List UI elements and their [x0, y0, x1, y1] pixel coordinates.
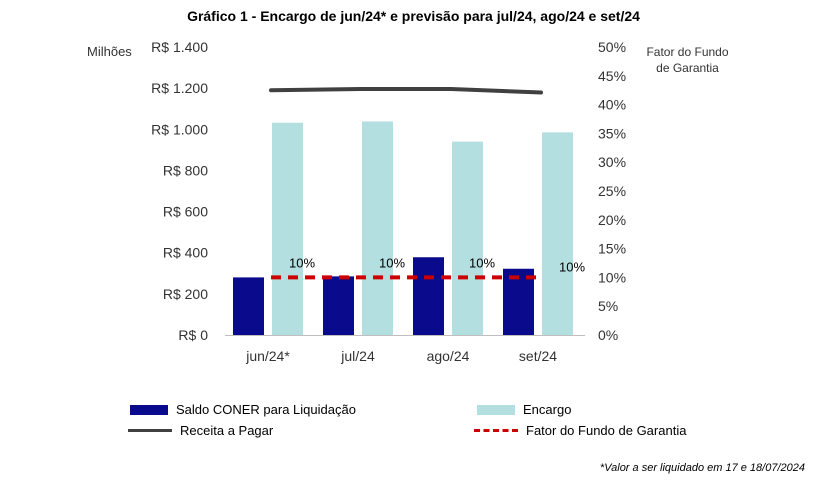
left-axis-tick-label: R$ 1.200	[151, 80, 208, 96]
right-axis-tick-label: 5%	[598, 298, 618, 314]
right-axis-tick-label: 15%	[598, 241, 626, 257]
data-label-fator: 10%	[379, 255, 405, 270]
legend-swatch-encargo	[477, 404, 515, 415]
right-axis-tick-label: 10%	[598, 269, 626, 285]
legend-label-saldo: Saldo CONER para Liquidação	[176, 402, 356, 417]
left-axis-tick-label: R$ 0	[178, 327, 208, 343]
bar-saldo	[233, 277, 264, 335]
legend-swatch-fator	[474, 429, 518, 432]
legend-swatch-receita	[128, 429, 172, 432]
legend-label-fator: Fator do Fundo de Garantia	[526, 423, 687, 438]
legend-swatch-saldo	[130, 404, 168, 415]
right-axis-unit-label: Fator do Fundo de Garantia	[646, 45, 729, 75]
right-axis-tick-label: 45%	[598, 68, 626, 84]
x-axis-tick-label: ago/24	[427, 348, 470, 364]
bar-encargo	[542, 132, 573, 335]
right-axis-tick-label: 35%	[598, 125, 626, 141]
chart-title: Gráfico 1 - Encargo de jun/24* e previsã…	[187, 8, 640, 24]
left-axis-tick-label: R$ 200	[163, 286, 208, 302]
bar-saldo	[413, 257, 444, 335]
x-axis-tick-label: set/24	[519, 348, 557, 364]
legend-item-receita: Receita a Pagar	[128, 423, 273, 438]
bar-encargo	[452, 141, 483, 335]
x-axis-tick-label: jun/24*	[245, 348, 290, 364]
data-label-fator: 10%	[559, 259, 585, 274]
left-axis-tick-label: R$ 1.000	[151, 121, 208, 137]
right-axis-tick-label: 40%	[598, 97, 626, 113]
bar-saldo	[323, 276, 354, 335]
right-axis-tick-label: 0%	[598, 327, 618, 343]
bar-saldo	[503, 268, 534, 335]
right-axis-tick-label: 25%	[598, 183, 626, 199]
legend-item-fator: Fator do Fundo de Garantia	[474, 423, 686, 438]
legend-label-encargo: Encargo	[523, 402, 572, 417]
data-label-fator: 10%	[289, 255, 315, 270]
left-axis-unit-label: Milhões	[87, 44, 132, 59]
legend-item-encargo: Encargo	[477, 402, 571, 417]
right-axis-tick-label: 20%	[598, 212, 626, 228]
x-axis-tick-label: jul/24	[340, 348, 375, 364]
left-axis-tick-label: R$ 800	[163, 162, 208, 178]
left-axis-tick-label: R$ 1.400	[151, 39, 208, 55]
left-axis-tick-label: R$ 600	[163, 204, 208, 220]
legend-item-saldo: Saldo CONER para Liquidação	[130, 402, 356, 417]
right-axis-tick-label: 30%	[598, 154, 626, 170]
left-axis-tick-label: R$ 400	[163, 245, 208, 261]
footnote: *Valor a ser liquidado em 17 e 18/07/202…	[599, 462, 805, 474]
bar-encargo	[272, 122, 303, 336]
legend-label-receita: Receita a Pagar	[180, 423, 274, 438]
right-axis-tick-label: 50%	[598, 39, 626, 55]
bar-encargo	[362, 121, 393, 336]
data-label-fator: 10%	[469, 255, 495, 270]
series-line-receita	[269, 87, 543, 95]
